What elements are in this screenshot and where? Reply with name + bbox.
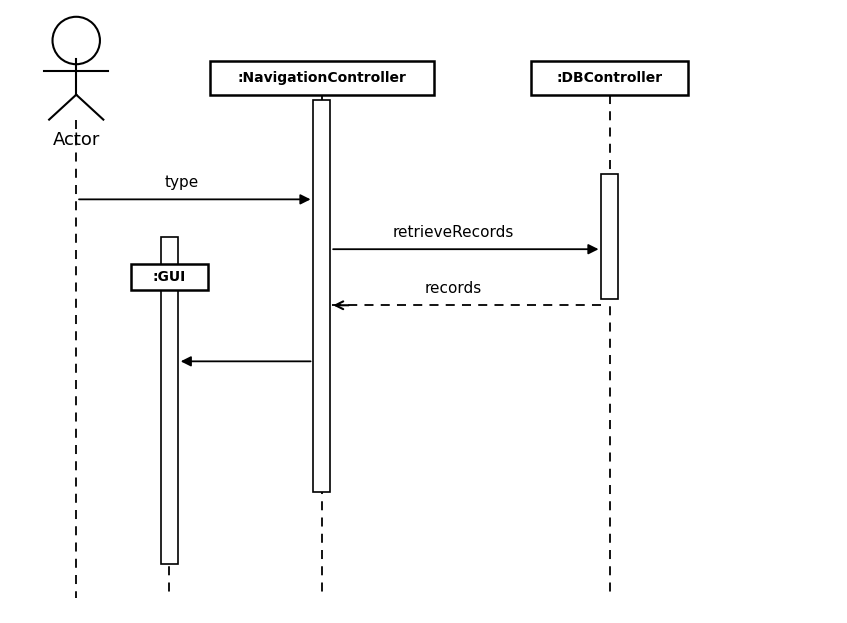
Bar (210, 60, 434, 95)
Bar (313, 100, 330, 492)
Bar (532, 60, 689, 95)
Text: Actor: Actor (53, 131, 100, 149)
Bar (131, 264, 208, 290)
Text: :DBController: :DBController (556, 71, 663, 85)
Text: type: type (165, 175, 199, 190)
Text: :NavigationController: :NavigationController (237, 71, 407, 85)
Text: retrieveRecords: retrieveRecords (392, 225, 514, 240)
Bar (161, 237, 178, 564)
Bar (601, 174, 618, 299)
Text: :GUI: :GUI (152, 270, 186, 284)
Text: records: records (424, 281, 482, 296)
